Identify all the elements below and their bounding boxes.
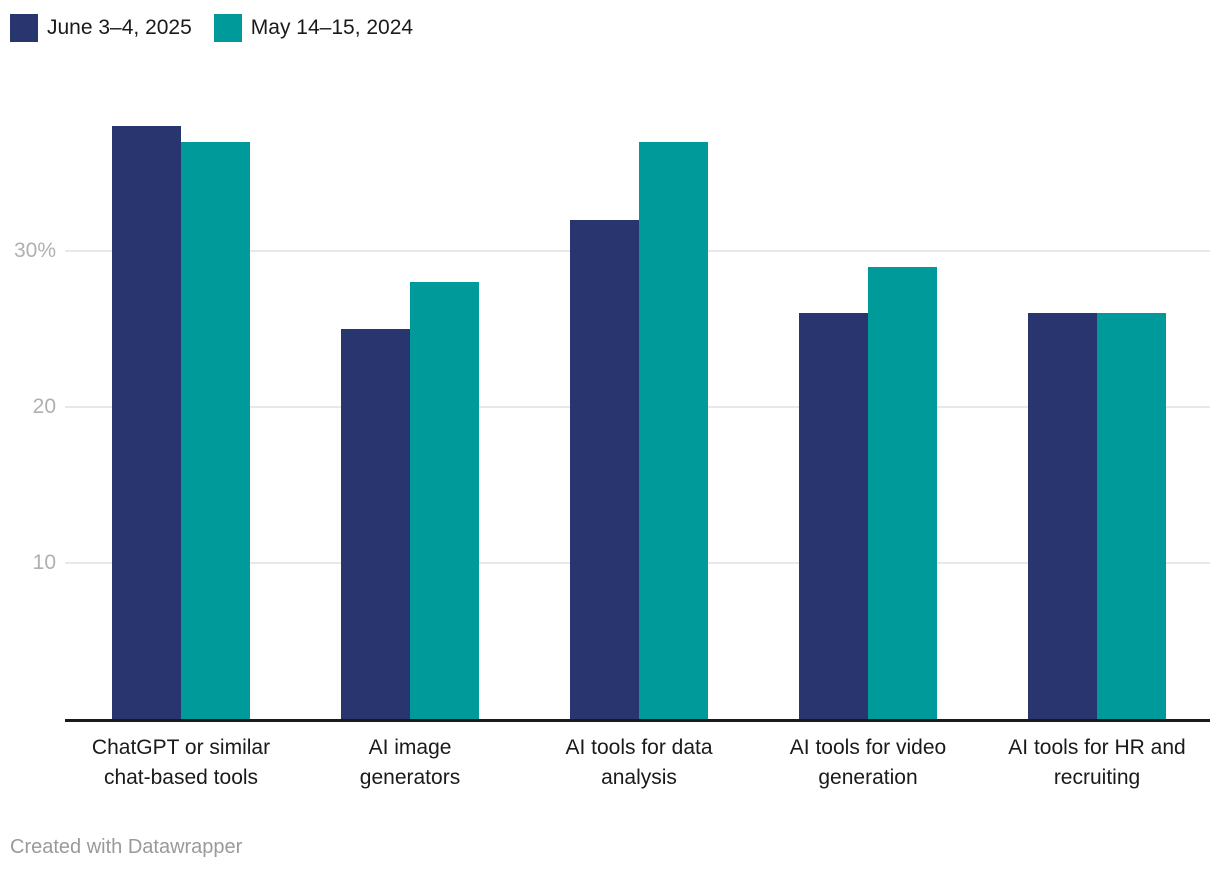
legend-label-may-2024: May 14–15, 2024 <box>250 16 414 39</box>
bar-series-0-cat-0 <box>112 126 181 719</box>
x-category-label: AI image generators <box>359 736 461 789</box>
bar-series-0-cat-4 <box>1028 313 1097 719</box>
bar-series-0-cat-1 <box>341 329 410 719</box>
y-axis-tick-label: 20 <box>32 395 56 418</box>
legend-item-may-2024: May 14–15, 2024 <box>213 14 414 42</box>
bar-series-0-cat-2 <box>570 220 639 719</box>
bar-series-1-cat-1 <box>410 282 479 719</box>
y-axis-tick-label: 10 <box>32 551 56 574</box>
x-category-label: ChatGPT or similar chat-based tools <box>91 736 271 789</box>
bar-series-1-cat-3 <box>868 267 937 719</box>
x-axis-baseline <box>65 719 1210 722</box>
legend-swatch-may-2024 <box>213 14 242 42</box>
legend: June 3–4, 2025 May 14–15, 2024 <box>10 14 413 42</box>
x-category-label: AI tools for HR and recruiting <box>1008 736 1186 789</box>
attribution-text: Created with Datawrapper <box>10 836 243 858</box>
x-category-label: AI tools for data analysis <box>565 736 713 789</box>
bar-series-1-cat-2 <box>639 142 708 719</box>
y-axis-tick-label: 30% <box>13 239 56 262</box>
bar-series-1-cat-4 <box>1097 313 1166 719</box>
x-category-label: AI tools for video generation <box>789 736 947 789</box>
legend-item-june-2025: June 3–4, 2025 <box>10 14 192 42</box>
legend-label-june-2025: June 3–4, 2025 <box>47 16 192 39</box>
bar-series-0-cat-3 <box>799 313 868 719</box>
bar-series-1-cat-0 <box>181 142 250 719</box>
legend-swatch-june-2025 <box>10 14 38 42</box>
